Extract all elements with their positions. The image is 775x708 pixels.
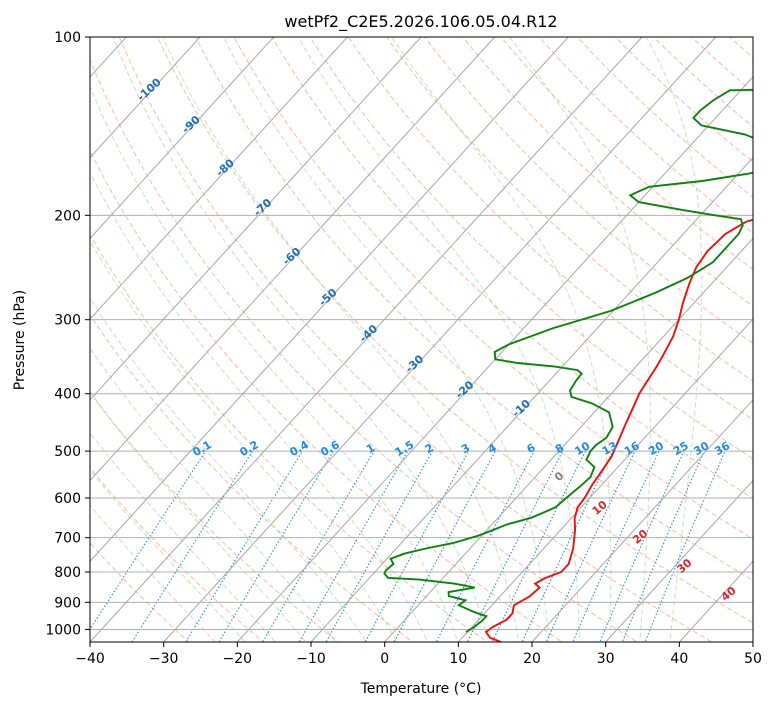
mixing-ratio-line (131, 450, 254, 642)
x-axis-label: Temperature (°C) (360, 681, 482, 697)
dry-adiabat-line (90, 391, 340, 642)
x-tick-label: 30 (597, 651, 615, 667)
mixing-ratio-line (521, 450, 614, 642)
dry-adiabat-line (195, 37, 753, 582)
mixing-ratio-line (185, 450, 304, 642)
moist-adiabat-line (645, 37, 703, 642)
x-tick-label: 10 (449, 651, 467, 667)
x-tick-label: −40 (75, 651, 105, 667)
mixing-ratio-line (218, 450, 334, 642)
isotherm-line (90, 37, 349, 320)
dry-adiabat-line (90, 314, 414, 642)
mixing-ratio-line (545, 450, 636, 642)
isotherm-line (236, 76, 753, 642)
temperature-line (484, 218, 753, 642)
mixing-ratio-line (644, 450, 726, 642)
x-tick-label: 0 (380, 651, 389, 667)
isotherm-line (90, 37, 643, 642)
y-tick-label: 900 (54, 595, 81, 611)
dry-adiabat-line (385, 37, 753, 382)
dry-adiabat-line (576, 37, 753, 198)
y-axis-label: Pressure (hPa) (12, 290, 28, 390)
y-tick-label: 400 (54, 387, 81, 403)
dry-adiabat-line (424, 37, 753, 344)
mixing-ratio-line (466, 450, 564, 642)
plot-frame (89, 36, 754, 643)
moist-adiabat-line (90, 347, 337, 642)
isotherm-line (90, 37, 422, 401)
mixing-ratio-line (298, 450, 409, 642)
x-tick-label: 20 (523, 651, 541, 667)
isotherm-line (531, 399, 753, 642)
mixing-ratio-line (491, 450, 586, 642)
y-tick-label: 1000 (45, 622, 81, 638)
x-tick-label: −10 (296, 651, 326, 667)
moist-adiabat-line (90, 504, 216, 642)
x-tick-label: 40 (670, 651, 688, 667)
y-tick-label: 500 (54, 444, 81, 460)
isotherm-line (90, 37, 496, 482)
chart-title: wetPf2_C2E5.2026.106.05.04.R12 (284, 12, 557, 32)
y-tick-label: 300 (54, 313, 81, 329)
dry-adiabat-line (347, 37, 753, 421)
dry-adiabat-line (271, 37, 753, 500)
dry-adiabat-line (309, 37, 753, 460)
mixing-ratio-line (325, 450, 433, 642)
dry-adiabat-line (157, 37, 753, 624)
dry-adiabat-line (118, 37, 713, 642)
mixing-ratio-line (621, 450, 705, 642)
x-tick-label: −20 (223, 651, 253, 667)
profiles (383, 88, 753, 642)
mixing-ratio-line (435, 450, 535, 642)
isotherm-line (162, 37, 717, 642)
isotherm-line (90, 37, 275, 240)
dry-adiabat-line (90, 467, 265, 642)
mixing-ratio-line (262, 450, 375, 642)
isotherm-line (457, 318, 753, 642)
dry-adiabat-line (233, 37, 753, 540)
x-tick-label: 50 (744, 651, 762, 667)
dry-adiabat-line (90, 58, 638, 642)
isotherm-line (90, 37, 201, 159)
skewed-isotherms (90, 37, 753, 642)
y-tick-label: 700 (54, 531, 81, 547)
isotherm-line (90, 37, 570, 563)
isotherm-line (604, 479, 753, 642)
axis-ticks: −40 −30 −20 −10 0 10 20 30 40 50 100 200 300 400 500 60… (45, 30, 762, 667)
y-tick-label: 200 (54, 208, 81, 224)
dewpoint-line (383, 88, 753, 633)
moist-adiabat-line (222, 37, 550, 642)
y-tick-label: 600 (54, 491, 81, 507)
dry-adiabat-line (500, 37, 753, 271)
grid (90, 37, 753, 630)
y-tick-label: 800 (54, 565, 81, 581)
isotherm-line (383, 237, 753, 642)
isotherm-line (310, 156, 753, 642)
x-tick-label: −30 (149, 651, 179, 667)
y-tick-label: 100 (54, 30, 81, 46)
